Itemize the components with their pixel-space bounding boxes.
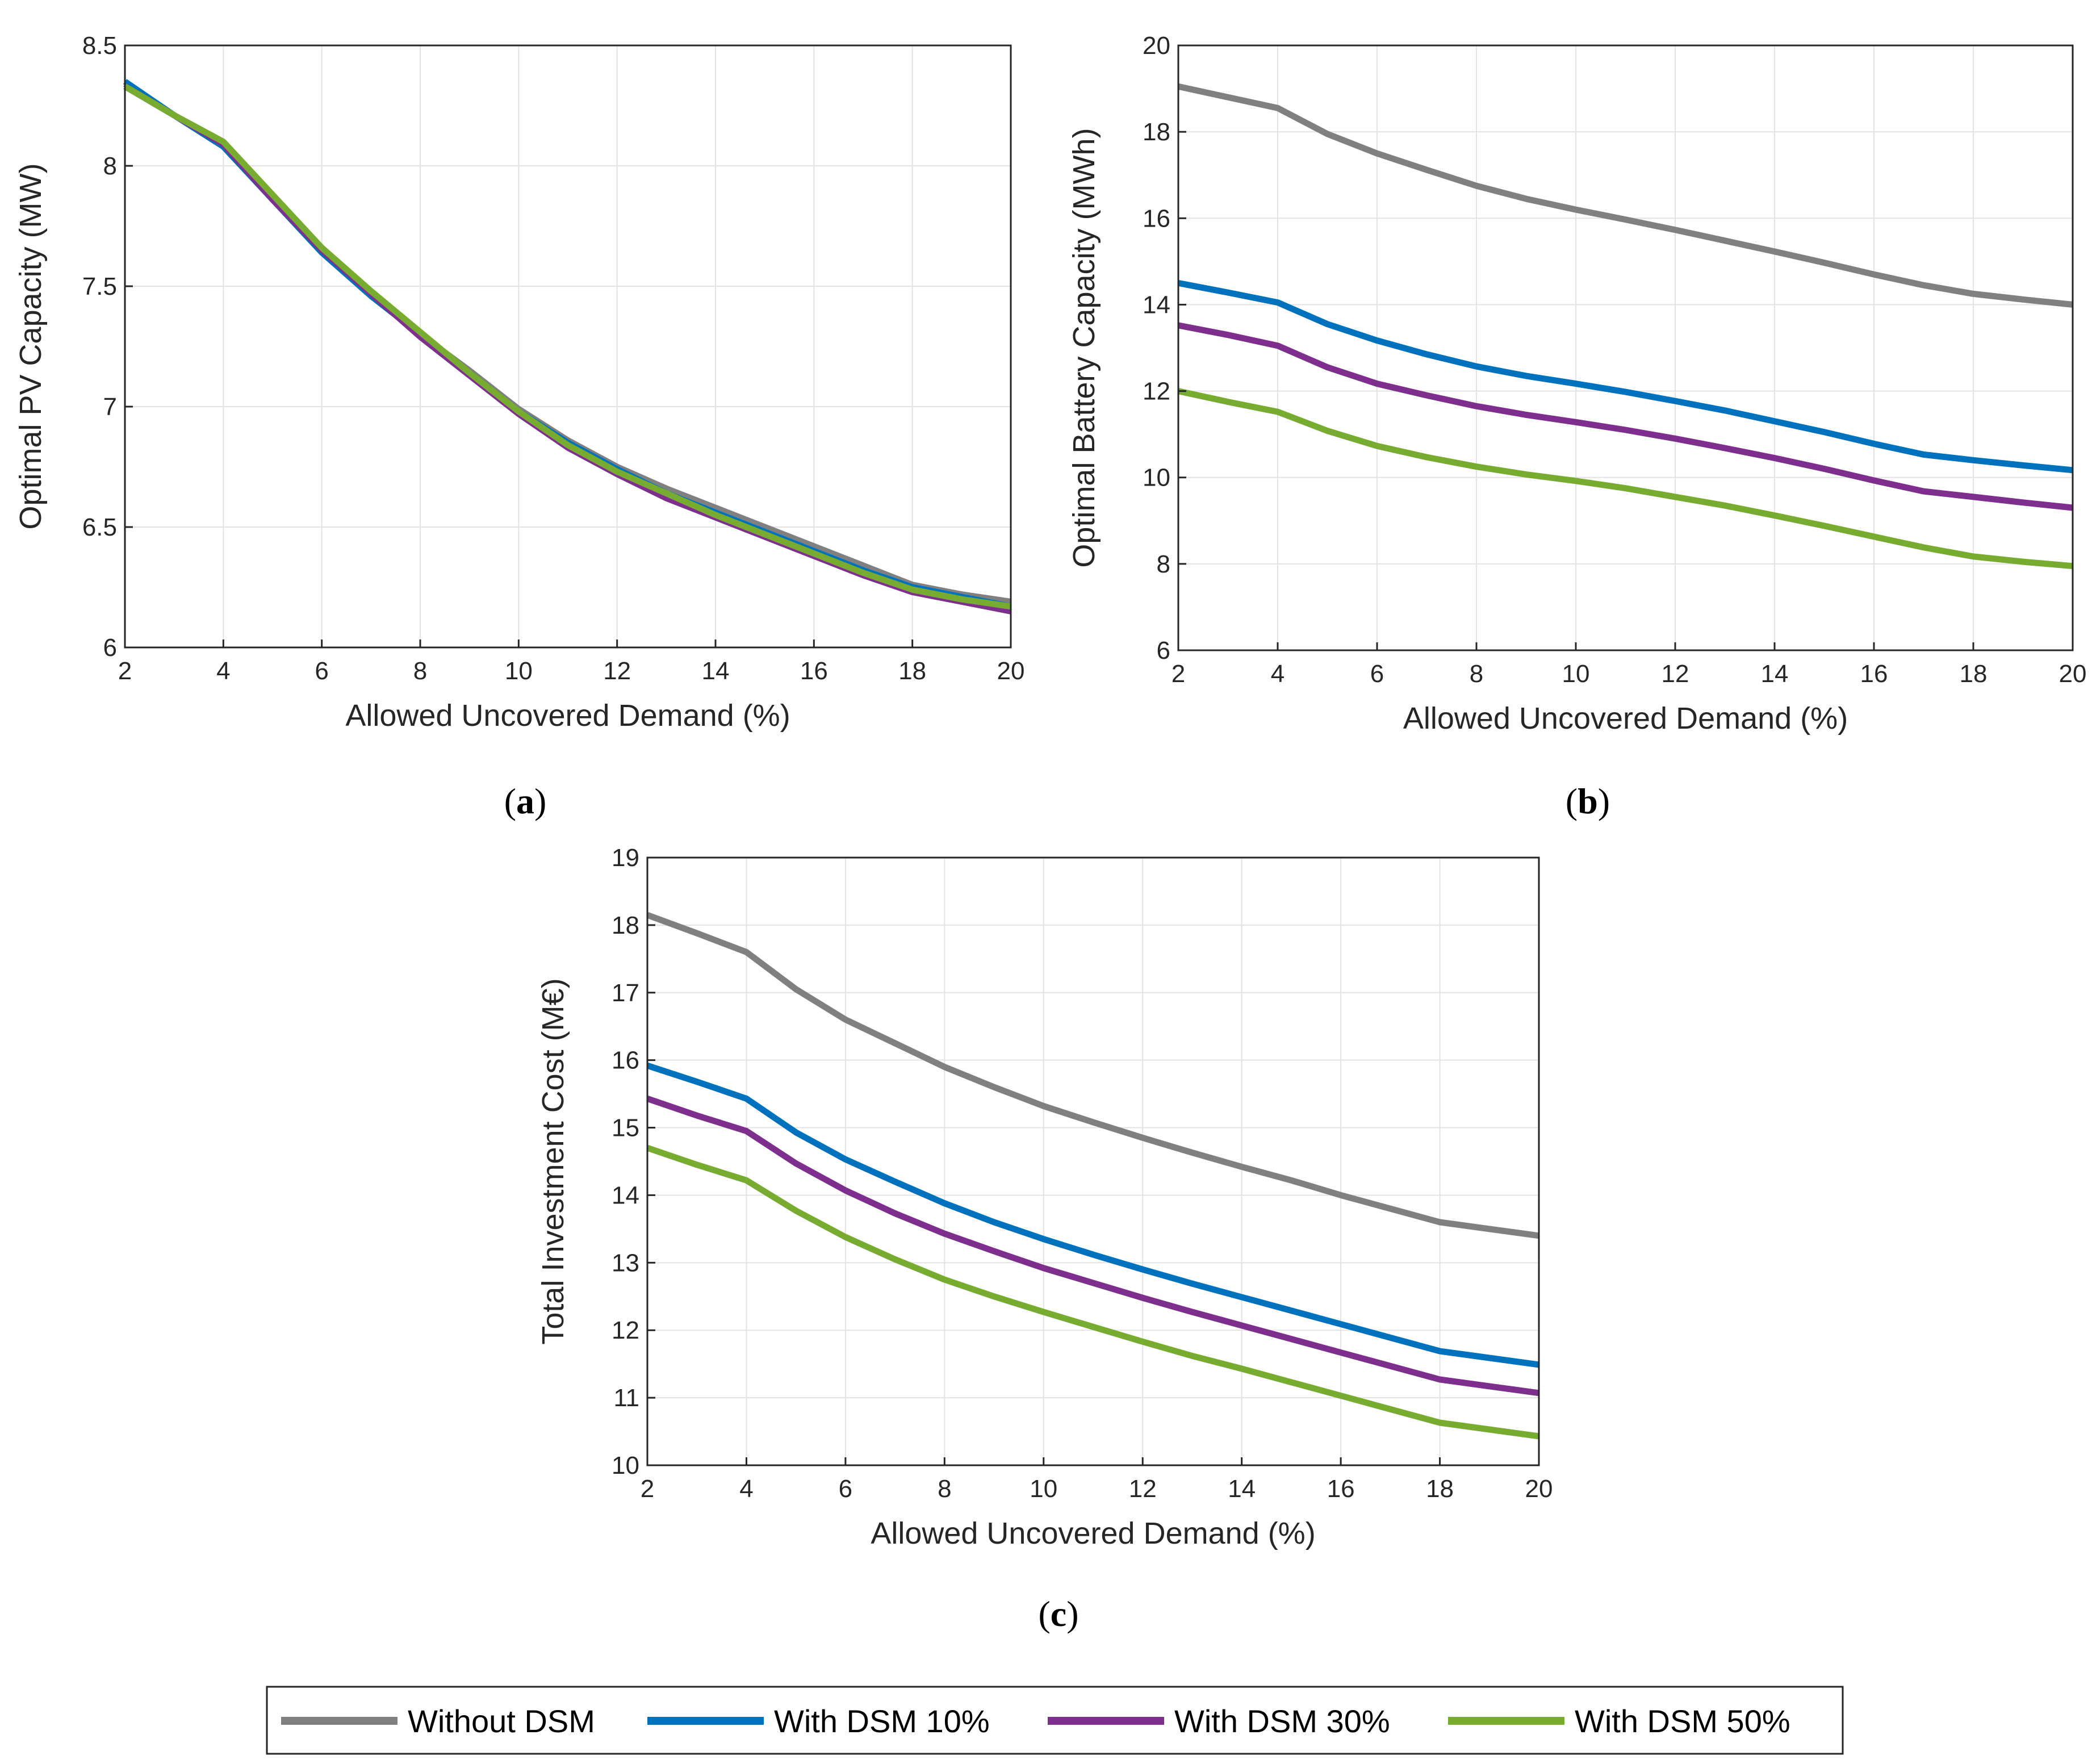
series-line-dsm50 <box>1177 388 2073 570</box>
y-tick-label: 20 <box>1143 32 1170 60</box>
series-line-dsm30 <box>1177 322 2073 511</box>
x-tick-label: 20 <box>2059 660 2087 688</box>
series-line-dsm10 <box>123 79 1012 610</box>
y-tick-label: 16 <box>1143 204 1170 232</box>
x-tick-label: 4 <box>1271 660 1285 688</box>
chart-panel-a: 2 4 6 8 10 12 14 16 18 20 6 6.5 7 7.5 8 8.5 Allowed Unc… <box>14 32 1024 821</box>
series-line-dsm50 <box>123 83 1011 610</box>
y-tick-label: 12 <box>1143 378 1170 406</box>
chart-panel-c: 2 4 6 8 10 12 14 16 18 20 10 11 12 13 14 15 16 17 18 19 All… <box>536 844 1553 1634</box>
x-axis-label: Allowed Uncovered Demand (%) <box>1403 701 1848 735</box>
x-tick-label: 10 <box>1030 1475 1057 1503</box>
y-tick-label: 10 <box>612 1452 639 1479</box>
x-tick-label: 14 <box>1761 660 1789 688</box>
series-line-dsm30 <box>646 1096 1539 1397</box>
y-tick-label: 8.5 <box>82 32 117 60</box>
series-line-dsm10 <box>646 1062 1539 1368</box>
x-tick-label: 8 <box>413 657 427 685</box>
panel-label-a: (a) <box>504 781 547 821</box>
x-tick-label: 8 <box>938 1475 951 1503</box>
x-tick-label: 18 <box>898 657 926 685</box>
series-line-without_dsm <box>123 81 1011 605</box>
y-tick-label: 6 <box>103 634 117 662</box>
x-tick-label: 14 <box>702 657 730 685</box>
x-tick-label: 2 <box>1171 660 1185 688</box>
x-tick-label: 2 <box>641 1475 654 1503</box>
panel-label-c: (c) <box>1038 1594 1078 1634</box>
y-tick-label: 7 <box>103 393 117 421</box>
legend-label-dsm30: With DSM 30% <box>1174 1703 1390 1739</box>
series-line-dsm10 <box>1177 279 2073 474</box>
series-line-without_dsm <box>646 912 1539 1239</box>
x-tick-label: 18 <box>1960 660 1988 688</box>
x-tick-label: 12 <box>1129 1475 1157 1503</box>
x-axis-label: Allowed Uncovered Demand (%) <box>345 699 790 733</box>
x-tick-label: 20 <box>1525 1475 1553 1503</box>
y-tick-label: 12 <box>612 1316 639 1344</box>
x-axis-label: Allowed Uncovered Demand (%) <box>871 1516 1315 1550</box>
series-line-without_dsm <box>1177 83 2073 308</box>
y-tick-label: 14 <box>1143 291 1170 319</box>
x-tick-label: 6 <box>315 657 328 685</box>
x-tick-label: 16 <box>800 657 828 685</box>
y-axis-label: Optimal PV Capacity (MW) <box>14 163 48 529</box>
x-tick-label: 8 <box>1470 660 1483 688</box>
chart-panel-b: 2 4 6 8 10 12 14 16 18 20 6 8 10 12 14 16 18 20 Allowed U… <box>1067 32 2086 821</box>
y-tick-label: 11 <box>613 1384 639 1412</box>
x-tick-label: 16 <box>1327 1475 1355 1503</box>
y-tick-label: 6 <box>1157 637 1170 664</box>
x-tick-label: 20 <box>997 657 1025 685</box>
y-tick-label: 6.5 <box>82 513 117 541</box>
y-tick-label: 16 <box>612 1047 639 1075</box>
x-tick-label: 4 <box>739 1475 753 1503</box>
y-tick-label: 7.5 <box>82 273 117 300</box>
y-axis-label: Optimal Battery Capacity (MWh) <box>1067 128 1101 567</box>
x-tick-label: 6 <box>839 1475 852 1503</box>
x-tick-label: 18 <box>1426 1475 1454 1503</box>
x-tick-label: 16 <box>1860 660 1888 688</box>
y-tick-label: 18 <box>1143 118 1170 146</box>
x-tick-label: 12 <box>603 657 631 685</box>
legend-label-without-dsm: Without DSM <box>408 1703 595 1739</box>
legend-label-dsm50: With DSM 50% <box>1575 1703 1790 1739</box>
x-tick-label: 4 <box>216 657 230 685</box>
x-tick-label: 12 <box>1662 660 1689 688</box>
x-tick-label: 10 <box>505 657 533 685</box>
x-tick-label: 10 <box>1562 660 1590 688</box>
x-tick-label: 6 <box>1370 660 1384 688</box>
series-line-dsm50 <box>646 1144 1539 1440</box>
legend: Without DSM With DSM 10% With DSM 30% Wi… <box>266 1686 1844 1755</box>
y-tick-label: 18 <box>612 912 639 939</box>
y-tick-label: 8 <box>103 152 117 180</box>
series-line-dsm30 <box>123 83 1012 615</box>
y-tick-label: 8 <box>1157 550 1170 578</box>
y-axis-label: Total Investment Cost (M€) <box>536 978 570 1344</box>
panel-label-b: (b) <box>1566 781 1610 821</box>
y-tick-label: 19 <box>612 844 639 872</box>
x-tick-label: 2 <box>118 657 132 685</box>
y-tick-label: 14 <box>612 1181 639 1209</box>
y-tick-label: 13 <box>612 1249 639 1277</box>
y-tick-label: 10 <box>1143 464 1170 492</box>
legend-label-dsm10: With DSM 10% <box>774 1703 990 1739</box>
x-tick-label: 14 <box>1228 1475 1256 1503</box>
y-tick-label: 15 <box>612 1114 639 1142</box>
y-tick-label: 17 <box>612 979 639 1007</box>
